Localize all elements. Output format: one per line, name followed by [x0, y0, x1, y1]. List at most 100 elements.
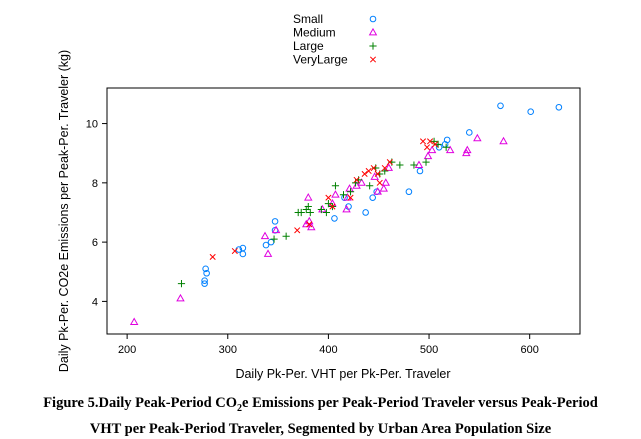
x-tick-label: 300 [219, 344, 237, 356]
point-small [405, 188, 413, 196]
point-verylarge [353, 176, 360, 183]
x-tick-label: 400 [319, 344, 337, 356]
legend-marker-verylarge [369, 56, 377, 63]
point-large [339, 191, 348, 199]
point-medium [384, 163, 394, 171]
point-large [324, 199, 333, 208]
point-small [443, 136, 451, 144]
series-medium [129, 133, 508, 326]
point-large [346, 188, 355, 196]
series-large [177, 137, 450, 288]
point-large [177, 280, 186, 288]
point-medium [414, 160, 424, 168]
legend-marker-large [369, 42, 377, 50]
x-tick-label: 500 [420, 344, 438, 356]
point-large [297, 208, 305, 217]
point-medium [373, 187, 382, 195]
point-small [416, 167, 424, 175]
point-small [527, 108, 534, 116]
point-large [442, 143, 450, 151]
point-small [239, 250, 247, 258]
point-large [306, 208, 314, 217]
point-medium [499, 136, 508, 145]
point-medium [445, 145, 455, 154]
point-medium [343, 193, 352, 201]
x-tick-label: 200 [118, 344, 136, 356]
legend-marker-small [369, 15, 377, 23]
point-small [271, 218, 279, 225]
point-medium [342, 204, 351, 213]
point-verylarge [209, 253, 216, 260]
point-medium [331, 190, 340, 198]
point-medium [307, 222, 316, 231]
y-tick-label: 10 [86, 119, 98, 131]
y-tick-label: 8 [92, 178, 98, 190]
caption-line-2: VHT per Peak-Period Traveler, Segmented … [89, 420, 552, 437]
axis-ticks: 200 300 400 500 600 4 6 8 10 [86, 119, 539, 356]
point-medium [345, 184, 354, 192]
point-medium [463, 145, 472, 154]
point-small [497, 102, 504, 110]
point-verylarge [347, 194, 354, 201]
point-medium [427, 145, 437, 154]
point-large [282, 232, 290, 240]
point-small [369, 194, 376, 201]
y-tick-label: 4 [92, 296, 98, 308]
point-medium [423, 151, 433, 160]
data-points [129, 102, 563, 326]
legend-label-large: Large [293, 39, 324, 53]
point-medium [263, 249, 273, 257]
point-medium [370, 172, 379, 180]
point-verylarge [386, 159, 393, 166]
y-axis-label: Daily Pk-Per. CO2e Emissions per Peak-Pe… [57, 50, 71, 372]
point-large [331, 182, 340, 190]
point-small [362, 209, 369, 216]
point-large [410, 161, 418, 169]
point-medium [381, 178, 391, 186]
point-small [435, 143, 443, 151]
legend-label-small: Small [293, 12, 323, 26]
y-tick-label: 6 [92, 237, 98, 249]
point-small [201, 280, 208, 287]
legend-label-verylarge: VeryLarge [293, 53, 348, 67]
point-verylarge [432, 141, 439, 148]
point-medium [357, 178, 366, 186]
point-small [267, 238, 275, 246]
legend-label-medium: Medium [293, 26, 336, 40]
point-small [262, 241, 270, 249]
point-medium [379, 184, 389, 192]
point-large [270, 235, 278, 243]
point-small [202, 265, 209, 273]
point-medium [473, 133, 482, 142]
point-verylarge [329, 203, 336, 210]
point-verylarge [325, 194, 332, 201]
point-large [396, 161, 404, 169]
point-large [366, 182, 374, 190]
point-large [422, 158, 430, 166]
point-small [555, 103, 563, 111]
x-axis-label: Daily Pk-Per. VHT per Pk-Per. Traveler [235, 367, 450, 381]
point-medium [176, 293, 185, 302]
point-medium [129, 317, 139, 326]
point-verylarge [231, 247, 238, 255]
point-verylarge [374, 170, 381, 178]
point-large [304, 202, 312, 211]
point-medium [271, 225, 281, 234]
point-verylarge [365, 167, 372, 175]
point-verylarge [370, 164, 377, 172]
point-large [317, 205, 325, 214]
point-small [331, 215, 338, 222]
point-medium [318, 204, 327, 213]
caption-line-1: Figure 5.Daily Peak-Period CO2e Emission… [43, 395, 598, 414]
point-verylarge [381, 164, 388, 172]
x-tick-label: 600 [521, 344, 539, 356]
point-medium [260, 231, 270, 240]
point-medium [304, 193, 313, 201]
series-small [201, 102, 563, 287]
point-small [465, 129, 473, 136]
point-verylarge [419, 138, 427, 145]
point-verylarge [294, 227, 301, 234]
point-verylarge [376, 179, 383, 186]
